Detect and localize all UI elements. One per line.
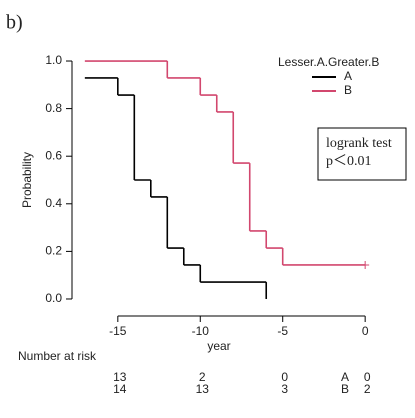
y-tick-label: 0.8 [45,101,62,115]
annotation-box [317,127,407,181]
legend-label: A [344,69,352,83]
risk-row-label: A [341,370,349,384]
y-tick-label: 1.0 [45,53,62,67]
y-tick-label: 0.2 [45,244,62,258]
legend-title: Lesser.A.Greater.B [278,55,379,69]
y-axis-label: Probability [20,152,34,208]
risk-count: 3 [281,382,288,396]
annotation: logrank test [326,136,392,151]
x-tick-label: 0 [362,324,369,338]
risk-count: 0 [281,370,288,384]
risk-count: 0 [364,370,371,384]
risk-count: 2 [199,370,206,384]
risk-count: 14 [113,382,127,396]
y-tick-label: 0.6 [45,148,62,162]
risk-count: 13 [196,382,210,396]
x-tick-label: -10 [192,324,210,338]
y-tick-label: 0.4 [45,196,62,210]
risk-count: 13 [113,370,127,384]
legend-label: B [344,83,352,97]
y-tick-label: 0.0 [45,291,62,305]
x-tick-label: -5 [277,324,288,338]
x-axis-label: year [207,339,230,353]
risk-count: 2 [364,382,371,396]
x-tick-label: -15 [109,324,127,338]
panel-label: b) [6,12,23,34]
risk-row-label: B [341,382,349,396]
censor-mark [361,260,370,269]
annotation: p＜0.01 [326,154,372,169]
risk-title: Number at risk [18,349,97,363]
